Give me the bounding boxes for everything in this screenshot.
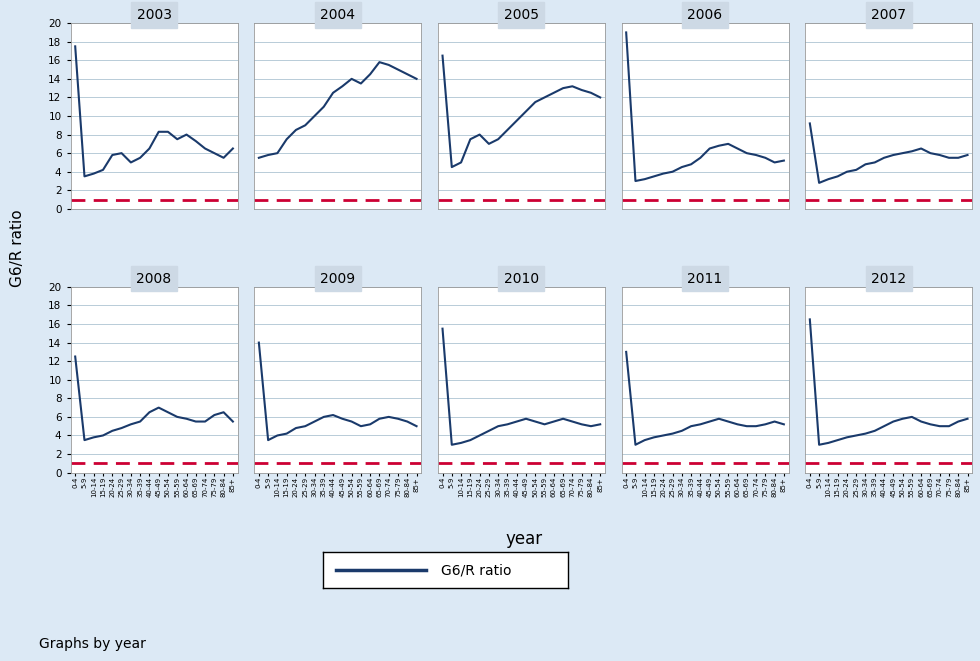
- Title: 2005: 2005: [504, 8, 539, 22]
- Title: 2009: 2009: [320, 272, 356, 286]
- Title: 2008: 2008: [136, 272, 171, 286]
- Text: year: year: [506, 529, 543, 548]
- Title: 2010: 2010: [504, 272, 539, 286]
- Title: 2011: 2011: [687, 272, 722, 286]
- Title: 2007: 2007: [871, 8, 906, 22]
- Title: 2006: 2006: [687, 8, 722, 22]
- Title: 2004: 2004: [320, 8, 355, 22]
- Text: Graphs by year: Graphs by year: [39, 637, 146, 651]
- Title: 2003: 2003: [136, 8, 171, 22]
- Title: 2012: 2012: [871, 272, 906, 286]
- Text: G6/R ratio: G6/R ratio: [441, 563, 512, 577]
- Text: G6/R ratio: G6/R ratio: [10, 209, 25, 287]
